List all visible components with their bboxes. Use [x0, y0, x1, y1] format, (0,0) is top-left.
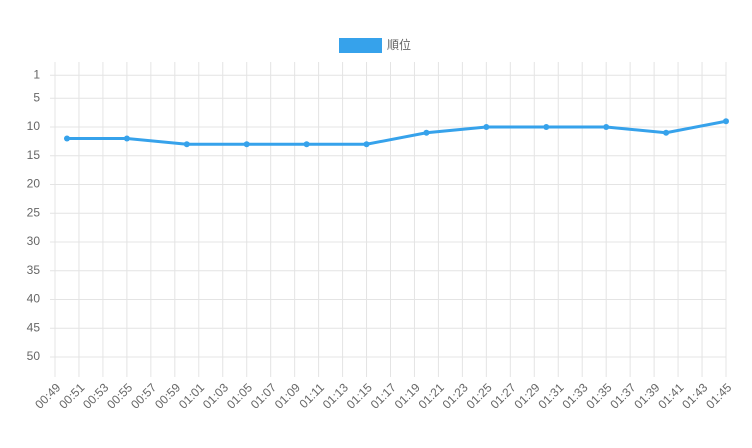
x-tick-label: 01:01	[176, 380, 207, 411]
point	[123, 135, 130, 142]
point	[363, 141, 370, 148]
y-tick-label: 25	[27, 205, 41, 219]
x-tick-label: 01:31	[535, 380, 566, 411]
x-tick-label: 00:59	[152, 380, 183, 411]
point	[543, 123, 550, 130]
y-tick-label: 15	[27, 148, 41, 162]
x-tick-label: 01:43	[679, 380, 710, 411]
point	[483, 123, 490, 130]
x-tick-label: 00:55	[104, 380, 135, 411]
y-tick-label: 35	[27, 263, 41, 277]
point	[723, 118, 729, 125]
x-tick-label: 01:17	[368, 380, 399, 411]
x-tick-label: 01:13	[320, 380, 351, 411]
point	[63, 135, 70, 142]
x-tick-label: 01:11	[296, 380, 327, 411]
y-tick-label: 10	[27, 119, 41, 133]
point	[603, 123, 610, 130]
x-tick-label: 01:09	[272, 380, 303, 411]
x-tick-label: 01:25	[464, 380, 495, 411]
point	[183, 141, 190, 148]
x-tick-label: 00:51	[56, 380, 87, 411]
legend-swatch	[339, 38, 382, 53]
x-tick-label: 01:37	[607, 380, 638, 411]
x-tick-label: 01:15	[344, 380, 375, 411]
x-tick-label: 01:05	[224, 380, 255, 411]
x-tick-label: 01:45	[703, 380, 734, 411]
x-tick-label: 01:27	[488, 380, 519, 411]
point	[243, 141, 250, 148]
point	[303, 141, 310, 148]
point	[663, 129, 670, 136]
y-tick-label: 40	[27, 292, 41, 306]
x-tick-label: 01:41	[655, 380, 686, 411]
line	[66, 119, 727, 146]
x-tick-label: 01:33	[559, 380, 590, 411]
point	[423, 129, 430, 136]
x-tick-label: 00:53	[80, 380, 111, 411]
y-tick-label: 30	[27, 234, 41, 248]
legend-label: 順位	[387, 37, 411, 52]
y-tick-label: 1	[33, 67, 40, 81]
y-tick-label: 5	[33, 90, 40, 104]
x-tick-label: 01:29	[512, 380, 543, 411]
x-tick-label: 01:21	[416, 380, 447, 411]
y-tick-label: 45	[27, 320, 41, 334]
x-tick-label: 01:07	[248, 380, 279, 411]
y-tick-label: 50	[27, 349, 41, 363]
x-tick-label: 00:49	[32, 380, 63, 411]
y-tick-label: 20	[27, 177, 41, 191]
x-tick-label: 00:57	[128, 380, 159, 411]
x-tick-label: 01:39	[631, 380, 662, 411]
x-tick-label: 01:19	[392, 380, 423, 411]
x-tick-label: 01:35	[583, 380, 614, 411]
x-tick-label: 01:23	[440, 380, 471, 411]
x-tick-label: 01:03	[200, 380, 231, 411]
